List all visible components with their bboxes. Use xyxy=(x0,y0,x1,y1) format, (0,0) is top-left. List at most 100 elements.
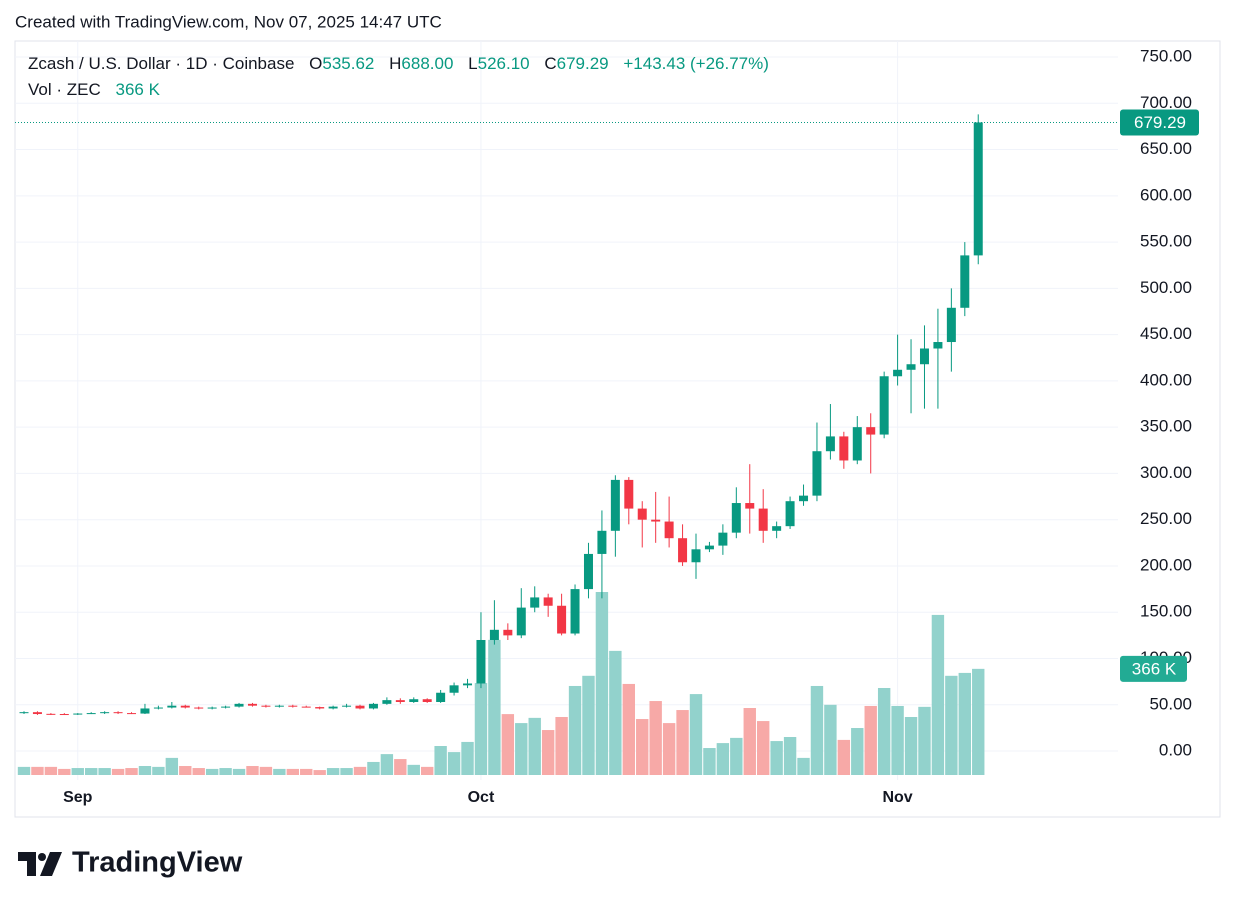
candle-body xyxy=(73,713,83,715)
volume-bar xyxy=(743,708,756,775)
candle-body xyxy=(274,705,284,707)
volume-bar xyxy=(98,768,111,775)
volume-bar xyxy=(783,737,797,775)
volume-bar xyxy=(528,717,541,775)
volume-bar xyxy=(394,759,407,775)
volume-bar xyxy=(918,706,931,775)
y-tick-label: 200.00 xyxy=(1140,555,1192,574)
volume-bar xyxy=(757,721,770,775)
candle-body xyxy=(825,436,835,452)
candle-body xyxy=(86,713,96,715)
volume-bar xyxy=(797,757,810,775)
volume-bar xyxy=(179,766,192,775)
candle-body xyxy=(476,639,486,684)
candle-body xyxy=(516,607,526,636)
candle-body xyxy=(409,699,419,702)
volume-bar xyxy=(232,768,246,775)
volume-bar xyxy=(246,766,259,775)
candle-body xyxy=(637,508,647,520)
candle-body xyxy=(731,503,741,533)
volume-bar xyxy=(958,672,971,775)
caption: Created with TradingView.com, Nov 07, 20… xyxy=(15,12,442,31)
candle-body xyxy=(301,706,311,708)
volume-bar xyxy=(622,683,635,775)
candle-body xyxy=(180,705,190,708)
volume-bar xyxy=(407,764,420,775)
close-label: C xyxy=(544,54,557,73)
x-tick-label: Oct xyxy=(468,789,495,806)
volume-bar xyxy=(649,701,662,775)
volume-bar xyxy=(864,705,877,775)
volume-bar xyxy=(891,705,904,775)
last-price-box xyxy=(1120,109,1199,136)
volume-bar xyxy=(353,766,367,775)
volume-bar xyxy=(31,766,44,775)
high-value: 688.00 xyxy=(401,54,454,73)
candle-body xyxy=(973,122,983,256)
candle-body xyxy=(503,629,513,636)
candle-body xyxy=(933,342,943,349)
plot xyxy=(15,41,1118,780)
volume-bar xyxy=(689,694,703,775)
candle-body xyxy=(342,705,352,707)
volume-bar xyxy=(421,766,434,775)
candle-body xyxy=(153,707,163,709)
candle-body xyxy=(866,427,876,435)
candle-body xyxy=(32,712,42,715)
volume-bar xyxy=(326,768,340,775)
volume-bar xyxy=(85,768,98,775)
candle-body xyxy=(328,706,338,709)
candle-body xyxy=(610,479,620,531)
candle-body xyxy=(691,549,701,563)
volume-value: 366 K xyxy=(115,80,160,99)
candle-body xyxy=(651,519,661,522)
candle-body xyxy=(140,708,150,714)
volume-bar xyxy=(824,704,837,775)
y-tick-label: 500.00 xyxy=(1140,278,1192,297)
volume-bar xyxy=(434,745,447,775)
volume-bar xyxy=(676,710,689,775)
volume-bar xyxy=(125,768,138,775)
candle-body xyxy=(678,538,688,563)
volume-bar xyxy=(945,675,958,775)
y-tick-label: 250.00 xyxy=(1140,509,1192,528)
volume-bar xyxy=(380,754,394,775)
candle-body xyxy=(745,503,755,509)
volume-bar xyxy=(703,748,716,775)
candle-body xyxy=(100,712,110,714)
candle-body xyxy=(718,532,728,546)
candle-body xyxy=(812,451,822,496)
brand-logo: TradingView xyxy=(18,847,243,879)
volume-bar xyxy=(17,766,31,775)
volume-bar xyxy=(313,770,326,775)
y-tick-label: 650.00 xyxy=(1140,139,1192,158)
candle-body xyxy=(463,683,473,686)
candle-body xyxy=(583,553,593,590)
candle-body xyxy=(221,706,231,708)
candle-body xyxy=(960,255,970,308)
candle-body xyxy=(946,307,956,343)
volume-bar xyxy=(568,685,582,775)
candle-body xyxy=(449,685,459,693)
candle-body xyxy=(530,597,540,608)
y-tick-label: 300.00 xyxy=(1140,463,1192,482)
candle-body xyxy=(906,364,916,370)
low-value: 526.10 xyxy=(477,54,530,73)
volume-bar xyxy=(972,668,985,775)
volume-bar xyxy=(219,768,232,775)
candle-body xyxy=(261,705,271,707)
volume-bar xyxy=(205,768,219,775)
close-value: 679.29 xyxy=(556,54,609,73)
candle-body xyxy=(557,605,567,634)
volume-bar xyxy=(111,768,125,775)
brand: TradingView xyxy=(72,847,243,879)
y-tick-label: 600.00 xyxy=(1140,185,1192,204)
y-tick-label: 700.00 xyxy=(1140,93,1192,112)
low-label: L xyxy=(468,54,478,73)
candle-body xyxy=(167,705,177,708)
volume-bar xyxy=(541,730,555,775)
volume-bar xyxy=(501,714,515,775)
candle-body xyxy=(852,427,862,461)
